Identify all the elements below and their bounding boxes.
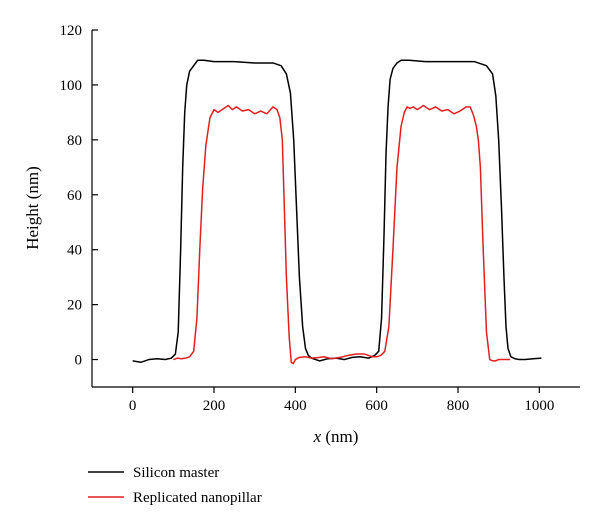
y-tick-label-40: 40: [67, 243, 82, 259]
x-tick-label-200: 200: [203, 398, 226, 414]
y-tick-label-120: 120: [60, 23, 83, 39]
y-tick-label-20: 20: [67, 298, 82, 314]
axes: [91, 30, 580, 388]
x-tick-label-800: 800: [447, 398, 470, 414]
x-tick-label-1000: 1000: [524, 398, 554, 414]
series-line-replicated-nanopillar: [173, 104, 511, 365]
legend: Silicon master Replicated nanopillar: [88, 465, 262, 506]
x-tick-label-600: 600: [365, 398, 388, 414]
x-axis-unit: (nm): [321, 427, 358, 446]
x-tick-label-400: 400: [284, 398, 307, 414]
series-layer: [132, 59, 542, 365]
x-axis-var: x: [313, 427, 322, 446]
y-tick-label-80: 80: [67, 133, 82, 149]
y-tick-label-100: 100: [60, 78, 83, 94]
y-ticks: 0 20 40 60 80 100 120: [60, 23, 98, 369]
x-axis-title: x (nm): [313, 427, 359, 446]
legend-label-replicated-nanopillar: Replicated nanopillar: [133, 490, 262, 506]
legend-label-silicon-master: Silicon master: [133, 465, 219, 481]
x-ticks: 0 200 400 600 800 1000: [129, 387, 554, 414]
x-tick-label-0: 0: [129, 398, 137, 414]
y-tick-label-60: 60: [67, 188, 82, 204]
y-axis-title: Height (nm): [23, 166, 42, 250]
series-line-silicon-master: [132, 59, 542, 364]
y-tick-label-0: 0: [75, 353, 83, 369]
